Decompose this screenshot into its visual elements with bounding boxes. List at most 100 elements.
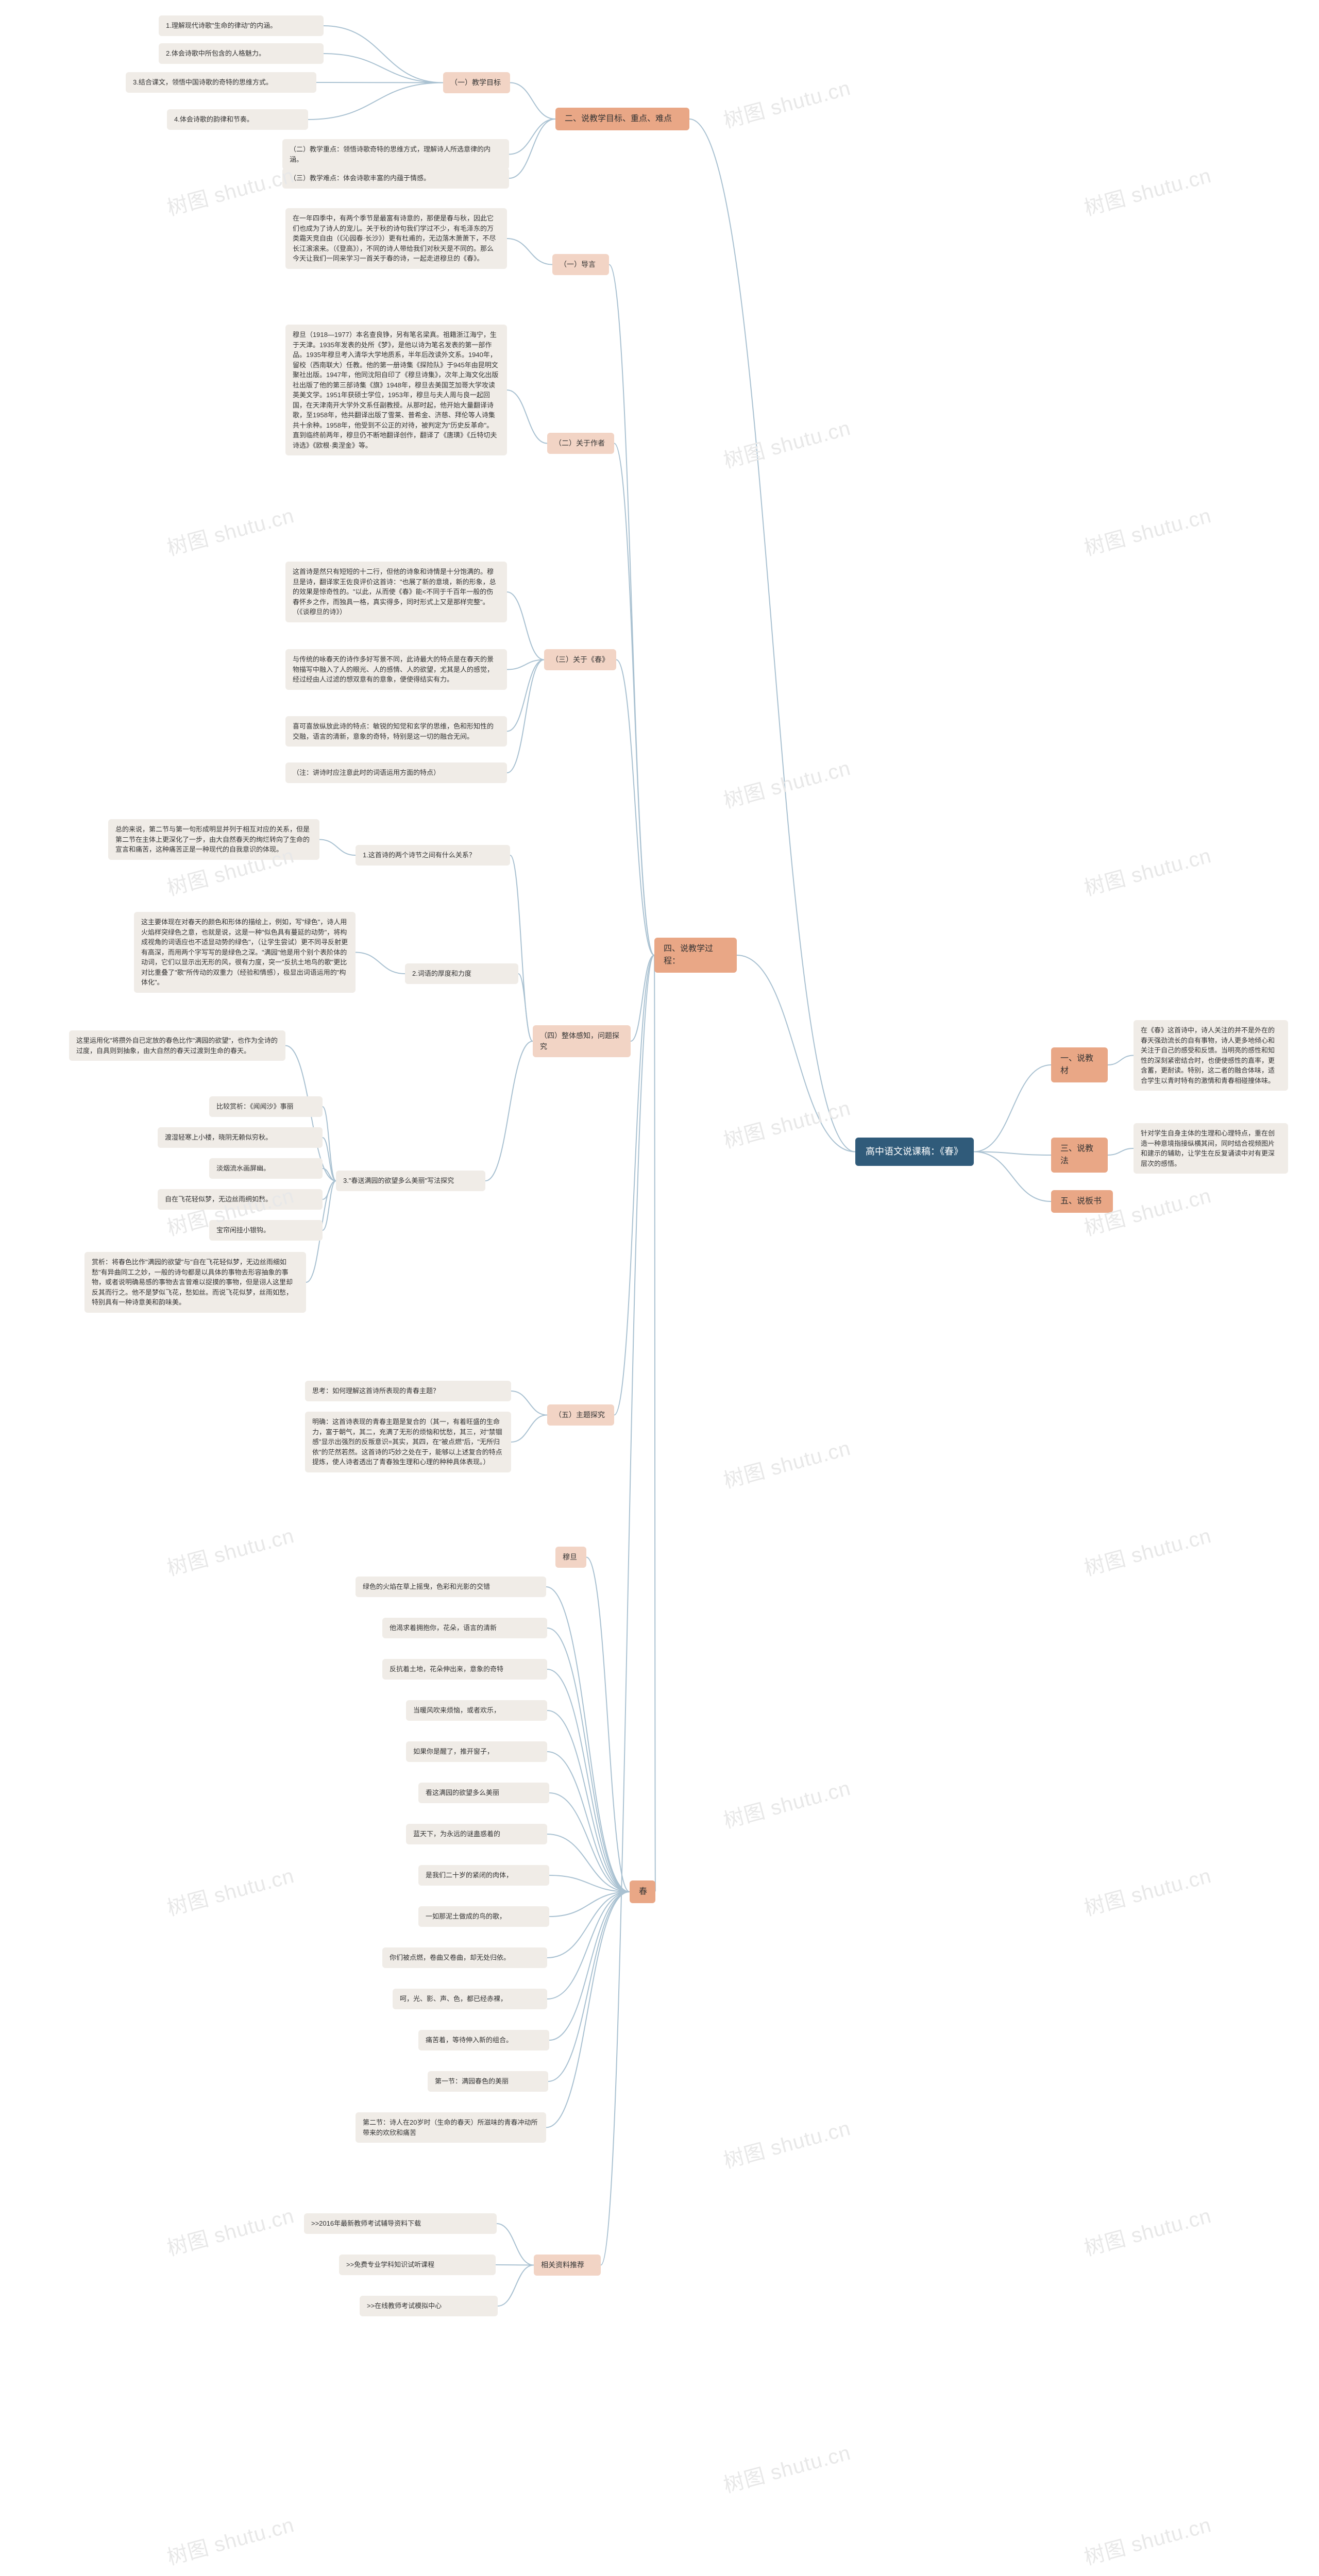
mindmap-node-s42[interactable]: （二）关于作者	[547, 433, 614, 454]
connector	[548, 1892, 630, 2081]
connector	[511, 1415, 547, 1443]
connector	[547, 1669, 630, 1892]
mindmap-node-sp[interactable]: 春	[630, 1880, 655, 1903]
watermark: 树图 shutu.cn	[720, 71, 854, 134]
mindmap-node-s45b[interactable]: 明确：这首诗表现的青春主题是复合的（其一，有着旺盛的生命力，富于朝气，其二，充满…	[305, 1412, 511, 1472]
connector	[507, 239, 552, 265]
watermark: 树图 shutu.cn	[1080, 1859, 1214, 1922]
mindmap-node-s44[interactable]: （四）整体感知，问题探究	[533, 1025, 631, 1057]
mindmap-node-s43c[interactable]: 喜可喜放纵放此诗的特点：敏锐的知觉和玄学的思维，色和形知性的交融，语言的清新，意…	[285, 716, 507, 747]
mindmap-node-m2a1[interactable]: 1.理解现代诗歌"生命的律动"的内涵。	[159, 15, 324, 36]
mindmap-node-rel2[interactable]: >>免费专业学科知识试听课程	[339, 2255, 496, 2275]
mindmap-node-s44q2a[interactable]: 这主要体现在对春天的颜色和形体的描绘上，例如，写"绿色"，诗人用火焰样突绿色之意…	[134, 912, 356, 993]
watermark: 树图 shutu.cn	[720, 2111, 854, 2174]
mindmap-node-m2[interactable]: 二、说教学目标、重点、难点	[555, 108, 689, 130]
mindmap-node-m3d[interactable]: 针对学生自身主体的生理和心理特点，重在创造一种意境指接纵横其间，同时结合视频图片…	[1134, 1123, 1288, 1174]
mindmap-node-sp11[interactable]: 呵，光、影、声、色，都已经赤裸，	[393, 1989, 547, 2009]
mindmap-node-m5[interactable]: 五、说板书	[1051, 1190, 1113, 1213]
mindmap-node-m3[interactable]: 三、说教法	[1051, 1138, 1108, 1173]
connector	[1108, 1056, 1134, 1065]
mindmap-node-rel[interactable]: 相关资料推荐	[534, 2255, 601, 2276]
mindmap-node-m1d[interactable]: 在《春》这首诗中，诗人关注的并不是外在的春天强劲流长的自有事物，诗人更多地倾心和…	[1134, 1020, 1288, 1091]
mindmap-node-s42t[interactable]: 穆旦（1918—1977）本名查良铮，另有笔名梁真。祖籍浙江海宁，生于天津。19…	[285, 325, 507, 455]
mindmap-node-s43[interactable]: （三）关于《春》	[544, 649, 616, 670]
connector	[609, 265, 654, 956]
mindmap-node-sp14[interactable]: 第二节：诗人在20岁时（生命的春天）所滋味的青春冲动所带来的欢欣和痛苦	[356, 2112, 546, 2143]
connector	[737, 955, 855, 1152]
mindmap-node-root[interactable]: 高中语文说课稿：《春》	[855, 1138, 974, 1166]
mindmap-node-s44q2[interactable]: 2.词语的厚度和力度	[405, 963, 518, 984]
mindmap-node-sp3[interactable]: 反抗着土地，花朵伸出来，意象的奇特	[382, 1659, 547, 1680]
mindmap-node-s43a[interactable]: 这首诗是然只有短短的十二行，但他的诗象和诗情是十分饱满的。穆旦是诗，翻译家王佐良…	[285, 562, 507, 622]
connector	[974, 1152, 1051, 1156]
mindmap-node-s43d[interactable]: （注：讲诗时应注意此时的词语运用方面的特点）	[285, 762, 507, 783]
connector	[509, 119, 555, 155]
mindmap-node-sp2[interactable]: 他渴求着拥抱你，花朵，语言的清新	[382, 1618, 547, 1638]
mindmap-node-rel3[interactable]: >>在线教师考试模拟中心	[360, 2296, 498, 2316]
connector	[518, 974, 533, 1041]
mindmap-node-s41[interactable]: （一）导言	[552, 254, 609, 275]
connector	[498, 2265, 534, 2307]
mindmap-node-s44q1a[interactable]: 总的来说，第二节与第一句形成明显并列于相互对应的关系，但是第二节在主体上更深化了…	[108, 819, 319, 860]
watermark: 树图 shutu.cn	[163, 1859, 297, 1922]
connector	[547, 1710, 630, 1892]
mindmap-node-spa[interactable]: 穆旦	[555, 1547, 586, 1568]
connector	[319, 840, 356, 856]
mindmap-node-s44q3[interactable]: 3."春送满园的欲望多么美丽"写法探究	[336, 1171, 485, 1191]
connector	[549, 1892, 630, 1917]
mindmap-node-sp10[interactable]: 你们被点燃，卷曲又卷曲，却无处归依。	[382, 1947, 547, 1968]
connector	[509, 119, 555, 178]
connector	[547, 1834, 630, 1892]
mindmap-node-m2b[interactable]: （二）教学重点：领悟诗歌奇特的思维方式，理解诗人所选意律的内涵。	[282, 139, 509, 170]
mindmap-node-m2a2[interactable]: 2.体会诗歌中所包含的人格魅力。	[159, 43, 324, 64]
mindmap-node-m2a[interactable]: （一）教学目标	[443, 72, 510, 93]
mindmap-node-s44q3l3[interactable]: 淡烟流水画屏幽。	[209, 1158, 323, 1179]
mindmap-node-sp8[interactable]: 是我们二十岁的紧闭的肉体，	[418, 1865, 549, 1886]
connector	[549, 1793, 630, 1892]
mindmap-node-sp7[interactable]: 蓝天下，为永远的谜蛊惑着的	[406, 1824, 547, 1844]
mindmap-node-s44q1[interactable]: 1.这首诗的两个诗节之间有什么关系？	[356, 845, 510, 866]
connector	[616, 660, 654, 956]
mindmap-node-sp12[interactable]: 痛苦着，等待伸入新的组合。	[418, 2030, 549, 2050]
mindmap-node-s45[interactable]: （五）主题探究	[547, 1404, 614, 1426]
mindmap-node-s41t[interactable]: 在一年四季中，有两个季节是最富有诗意的，那便是春与秋，因此它们也成为了诗人的宠儿…	[285, 208, 507, 269]
mindmap-node-s44q3l5[interactable]: 宝帘闲挂小银钩。	[209, 1220, 323, 1241]
watermark: 树图 shutu.cn	[720, 1091, 854, 1154]
mindmap-node-rel1[interactable]: >>2016年最新教师考试辅导资料下载	[304, 2213, 497, 2234]
mindmap-node-m2a4[interactable]: 4.体会诗歌的韵律和节奏。	[167, 109, 308, 130]
mindmap-node-sp13[interactable]: 第一节：满园春色的美丽	[428, 2071, 548, 2092]
connector	[689, 119, 855, 1152]
watermark: 树图 shutu.cn	[1080, 2508, 1214, 2571]
watermark: 树图 shutu.cn	[163, 2508, 297, 2571]
connector	[308, 83, 443, 120]
mindmap-node-sp1[interactable]: 绿色的火焰在草上摇曳，色彩和光影的交错	[356, 1577, 546, 1597]
mindmap-node-m1[interactable]: 一、说教材	[1051, 1047, 1108, 1082]
connector	[324, 54, 443, 83]
mindmap-node-s43b[interactable]: 与传统的咏春天的诗作多好写景不同，此诗最大的特点是在春天的景物描写中融入了人的眼…	[285, 649, 507, 690]
mindmap-node-m4[interactable]: 四、说教学过程：	[654, 938, 737, 973]
connector	[547, 1892, 630, 1958]
mindmap-node-sp4[interactable]: 当暖风吹来烦恼，或者欢乐，	[406, 1700, 547, 1721]
connector	[1108, 1148, 1134, 1155]
watermark: 树图 shutu.cn	[1080, 159, 1214, 222]
mindmap-node-s44q3l2[interactable]: 渡湿轻寒上小楼，晓阴无赖似穷秋。	[158, 1127, 323, 1148]
watermark: 树图 shutu.cn	[720, 751, 854, 814]
connector	[586, 1557, 630, 1892]
mindmap-node-s44q3c[interactable]: 赏析：将春色比作"满园的欲望"与"自在飞花轻似梦，无边丝雨细如愁"有异曲同工之妙…	[84, 1252, 306, 1313]
connector	[549, 1875, 630, 1892]
mindmap-node-s44q3l1[interactable]: 比较赏析：《闻闻沙》事丽	[209, 1096, 323, 1117]
mindmap-node-sp6[interactable]: 看这满园的欲望多么美丽	[418, 1783, 549, 1803]
mindmap-node-s44q3l4[interactable]: 自在飞花轻似梦，无边丝雨细如愁。	[158, 1189, 323, 1210]
mindmap-node-sp5[interactable]: 如果你是醒了，推开窗子，	[406, 1741, 547, 1762]
connector	[549, 1892, 630, 2040]
mindmap-node-s44q3h[interactable]: 这里运用化"将攒外自已定放的春色比作"满园的欲望"，也作为全诗的过度，自具则到抽…	[69, 1030, 285, 1061]
watermark: 树图 shutu.cn	[1080, 1519, 1214, 1582]
connector	[974, 1065, 1051, 1152]
watermark: 树图 shutu.cn	[163, 499, 297, 562]
connector	[510, 83, 555, 120]
mindmap-node-s45a[interactable]: 思考：如何理解这首诗所表现的青春主题？	[305, 1381, 511, 1401]
mindmap-node-sp9[interactable]: 一如那泥土做成的鸟的歌，	[418, 1906, 549, 1927]
mindmap-node-m2a3[interactable]: 3.结合课文，领悟中国诗歌的奇特的思维方式。	[126, 72, 316, 93]
mindmap-node-m2c[interactable]: （三）教学难点：体会诗歌丰富的内蕴于情感。	[282, 168, 509, 189]
watermark: 树图 shutu.cn	[720, 1771, 854, 1834]
